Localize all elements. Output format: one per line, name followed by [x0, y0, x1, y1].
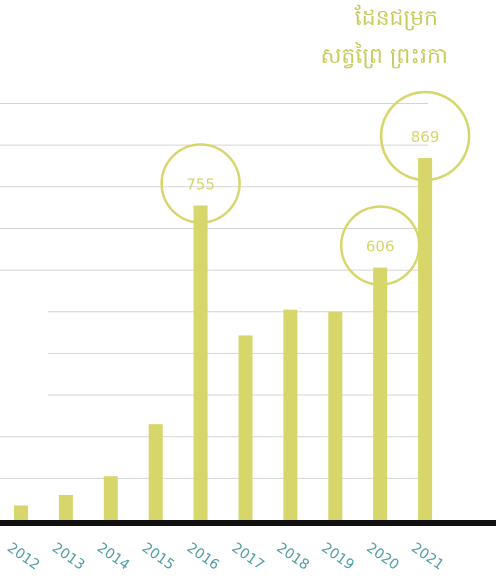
highlight-circle-2020	[339, 205, 421, 286]
highlight-circle-2016	[160, 143, 241, 224]
x-tick-label-2013: 2013	[49, 540, 87, 574]
data-label-2016: 755	[186, 176, 215, 194]
data-label-2020: 606	[366, 238, 395, 256]
x-tick-label-2017: 2017	[229, 540, 267, 574]
bar-2015	[148, 424, 163, 520]
bar-2012	[14, 505, 28, 520]
chart-title-line-2: សត្វព្រៃ ព្រះរកា	[320, 44, 448, 69]
highlight-circle-2021	[379, 90, 471, 182]
x-axis-baseline	[0, 520, 496, 526]
x-tick-label-2014: 2014	[94, 540, 132, 574]
x-tick-label-2019: 2019	[318, 540, 356, 574]
bar-2013	[58, 495, 73, 520]
bar-2021	[418, 158, 433, 520]
x-tick-label-2021: 2021	[408, 540, 446, 574]
x-tick-label-2018: 2018	[274, 540, 312, 574]
bar-2018	[283, 309, 298, 520]
x-tick-label-2012: 2012	[4, 540, 42, 574]
x-tick-label-2020: 2020	[363, 540, 401, 574]
bar-2017	[238, 335, 253, 520]
chart-title-line-1: ដែនជម្រក	[354, 6, 438, 31]
data-label-2021: 869	[411, 128, 440, 146]
bar-2014	[103, 476, 118, 520]
bar-2019	[328, 311, 343, 520]
bar-2016	[193, 205, 208, 521]
bar-2020	[373, 267, 388, 520]
x-tick-label-2015: 2015	[139, 540, 177, 574]
x-tick-label-2016: 2016	[184, 540, 222, 574]
